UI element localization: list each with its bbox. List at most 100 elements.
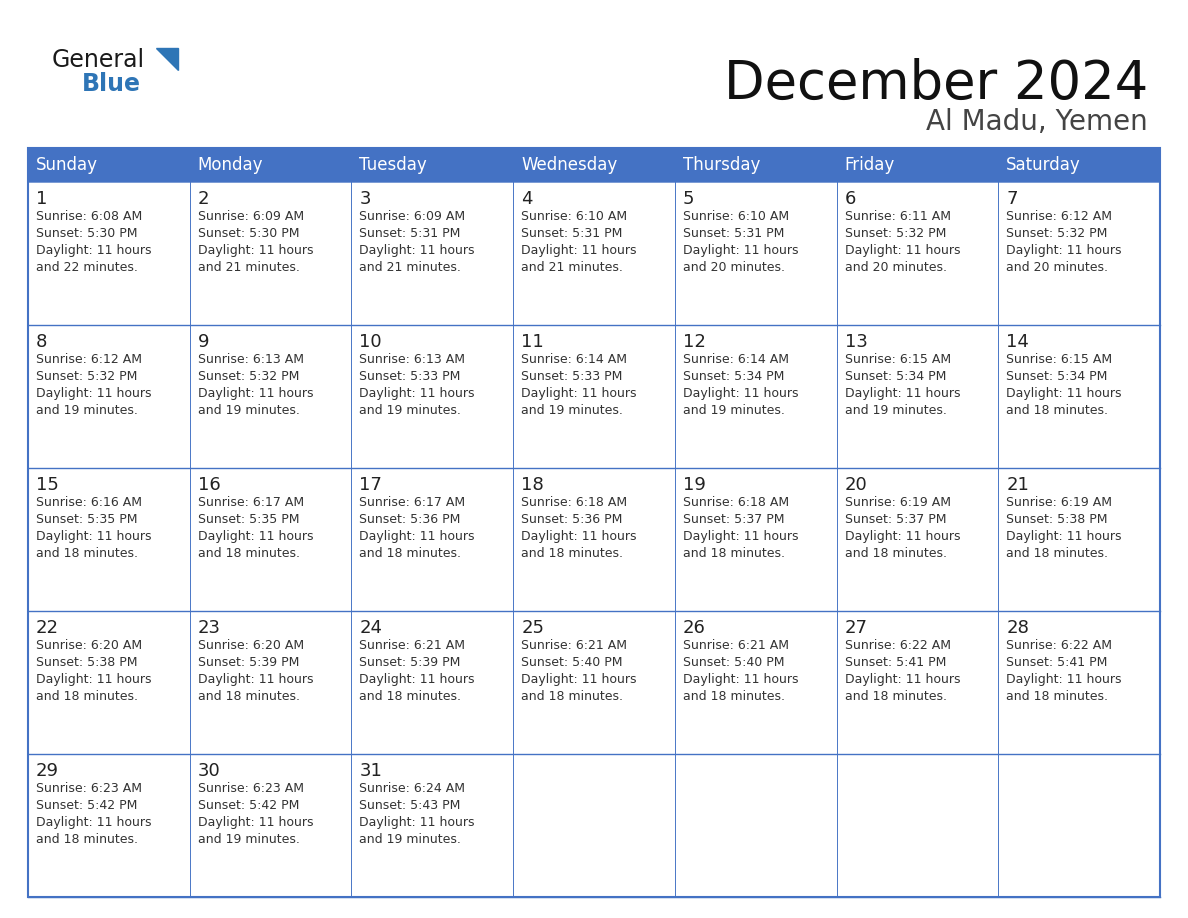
Text: Sunrise: 6:17 AM: Sunrise: 6:17 AM — [197, 496, 304, 509]
Text: Daylight: 11 hours: Daylight: 11 hours — [197, 530, 314, 543]
Bar — [352, 468, 513, 611]
Text: and 22 minutes.: and 22 minutes. — [36, 261, 138, 274]
Text: Sunset: 5:42 PM: Sunset: 5:42 PM — [36, 799, 138, 812]
Text: Daylight: 11 hours: Daylight: 11 hours — [522, 673, 637, 686]
Text: 15: 15 — [36, 476, 59, 494]
Text: Sunset: 5:38 PM: Sunset: 5:38 PM — [1006, 513, 1107, 526]
Text: Sunset: 5:36 PM: Sunset: 5:36 PM — [522, 513, 623, 526]
Text: and 18 minutes.: and 18 minutes. — [683, 547, 785, 560]
Text: 22: 22 — [36, 619, 59, 637]
Text: and 18 minutes.: and 18 minutes. — [1006, 404, 1108, 417]
Bar — [836, 182, 998, 325]
Text: 19: 19 — [683, 476, 706, 494]
Text: Sunrise: 6:23 AM: Sunrise: 6:23 AM — [197, 782, 304, 795]
Text: Daylight: 11 hours: Daylight: 11 hours — [36, 244, 152, 257]
Text: Daylight: 11 hours: Daylight: 11 hours — [360, 244, 475, 257]
Text: Sunrise: 6:18 AM: Sunrise: 6:18 AM — [683, 496, 789, 509]
Text: and 18 minutes.: and 18 minutes. — [36, 547, 138, 560]
Text: Sunrise: 6:20 AM: Sunrise: 6:20 AM — [197, 639, 304, 652]
Text: Sunset: 5:40 PM: Sunset: 5:40 PM — [683, 656, 784, 669]
Bar — [352, 754, 513, 897]
Text: 6: 6 — [845, 190, 855, 208]
Text: Sunset: 5:39 PM: Sunset: 5:39 PM — [197, 656, 299, 669]
Text: Daylight: 11 hours: Daylight: 11 hours — [197, 387, 314, 400]
Text: 26: 26 — [683, 619, 706, 637]
Text: Sunrise: 6:21 AM: Sunrise: 6:21 AM — [683, 639, 789, 652]
Bar — [29, 611, 190, 754]
Bar — [998, 611, 1159, 754]
Text: Saturday: Saturday — [1006, 156, 1081, 174]
Text: Sunset: 5:39 PM: Sunset: 5:39 PM — [360, 656, 461, 669]
Text: Sunrise: 6:22 AM: Sunrise: 6:22 AM — [1006, 639, 1112, 652]
Text: Sunset: 5:30 PM: Sunset: 5:30 PM — [36, 227, 138, 240]
Text: Sunset: 5:37 PM: Sunset: 5:37 PM — [683, 513, 784, 526]
Text: and 18 minutes.: and 18 minutes. — [845, 690, 947, 703]
Text: Daylight: 11 hours: Daylight: 11 hours — [683, 673, 798, 686]
Text: and 20 minutes.: and 20 minutes. — [845, 261, 947, 274]
Text: Sunrise: 6:14 AM: Sunrise: 6:14 AM — [683, 353, 789, 366]
Bar — [998, 182, 1159, 325]
Text: Daylight: 11 hours: Daylight: 11 hours — [683, 387, 798, 400]
Text: Sunset: 5:40 PM: Sunset: 5:40 PM — [522, 656, 623, 669]
Text: Sunrise: 6:13 AM: Sunrise: 6:13 AM — [197, 353, 304, 366]
Text: Daylight: 11 hours: Daylight: 11 hours — [360, 530, 475, 543]
Text: Friday: Friday — [845, 156, 895, 174]
Text: Daylight: 11 hours: Daylight: 11 hours — [1006, 387, 1121, 400]
Text: Sunset: 5:31 PM: Sunset: 5:31 PM — [360, 227, 461, 240]
Text: and 18 minutes.: and 18 minutes. — [360, 547, 461, 560]
Text: Sunrise: 6:21 AM: Sunrise: 6:21 AM — [360, 639, 466, 652]
Text: Daylight: 11 hours: Daylight: 11 hours — [522, 530, 637, 543]
Text: Sunrise: 6:09 AM: Sunrise: 6:09 AM — [360, 210, 466, 223]
Text: Sunrise: 6:20 AM: Sunrise: 6:20 AM — [36, 639, 143, 652]
Text: Sunrise: 6:22 AM: Sunrise: 6:22 AM — [845, 639, 950, 652]
Bar — [836, 754, 998, 897]
Text: Wednesday: Wednesday — [522, 156, 618, 174]
Text: Blue: Blue — [82, 72, 141, 96]
Text: Sunrise: 6:15 AM: Sunrise: 6:15 AM — [1006, 353, 1112, 366]
Bar — [29, 182, 190, 325]
Bar — [352, 611, 513, 754]
Bar — [836, 325, 998, 468]
Text: 13: 13 — [845, 333, 867, 351]
Text: Sunset: 5:36 PM: Sunset: 5:36 PM — [360, 513, 461, 526]
Bar — [190, 325, 352, 468]
Text: Sunrise: 6:09 AM: Sunrise: 6:09 AM — [197, 210, 304, 223]
Text: Sunrise: 6:08 AM: Sunrise: 6:08 AM — [36, 210, 143, 223]
Text: and 18 minutes.: and 18 minutes. — [683, 690, 785, 703]
Bar — [29, 148, 1159, 897]
Text: Daylight: 11 hours: Daylight: 11 hours — [1006, 530, 1121, 543]
Text: 20: 20 — [845, 476, 867, 494]
Text: Sunset: 5:31 PM: Sunset: 5:31 PM — [683, 227, 784, 240]
Bar — [29, 468, 190, 611]
Text: Daylight: 11 hours: Daylight: 11 hours — [845, 387, 960, 400]
Text: Daylight: 11 hours: Daylight: 11 hours — [360, 673, 475, 686]
Text: Daylight: 11 hours: Daylight: 11 hours — [522, 387, 637, 400]
Text: 8: 8 — [36, 333, 48, 351]
Text: and 18 minutes.: and 18 minutes. — [522, 690, 624, 703]
Bar — [836, 468, 998, 611]
Text: Sunrise: 6:17 AM: Sunrise: 6:17 AM — [360, 496, 466, 509]
Bar — [998, 754, 1159, 897]
Text: and 19 minutes.: and 19 minutes. — [197, 404, 299, 417]
Text: Sunset: 5:43 PM: Sunset: 5:43 PM — [360, 799, 461, 812]
Bar — [29, 754, 190, 897]
Text: and 19 minutes.: and 19 minutes. — [360, 833, 461, 846]
Text: Sunset: 5:34 PM: Sunset: 5:34 PM — [845, 370, 946, 383]
Bar — [29, 325, 190, 468]
Text: and 19 minutes.: and 19 minutes. — [845, 404, 947, 417]
Text: Sunrise: 6:14 AM: Sunrise: 6:14 AM — [522, 353, 627, 366]
Text: Sunrise: 6:10 AM: Sunrise: 6:10 AM — [522, 210, 627, 223]
Text: Daylight: 11 hours: Daylight: 11 hours — [683, 530, 798, 543]
Bar — [190, 754, 352, 897]
Text: and 19 minutes.: and 19 minutes. — [522, 404, 623, 417]
Text: Daylight: 11 hours: Daylight: 11 hours — [36, 673, 152, 686]
Text: 30: 30 — [197, 762, 221, 780]
Text: December 2024: December 2024 — [723, 58, 1148, 110]
Text: and 18 minutes.: and 18 minutes. — [197, 547, 299, 560]
Bar — [836, 611, 998, 754]
Text: Daylight: 11 hours: Daylight: 11 hours — [845, 530, 960, 543]
Text: 12: 12 — [683, 333, 706, 351]
Text: and 18 minutes.: and 18 minutes. — [197, 690, 299, 703]
Text: and 18 minutes.: and 18 minutes. — [845, 547, 947, 560]
Text: and 18 minutes.: and 18 minutes. — [1006, 690, 1108, 703]
